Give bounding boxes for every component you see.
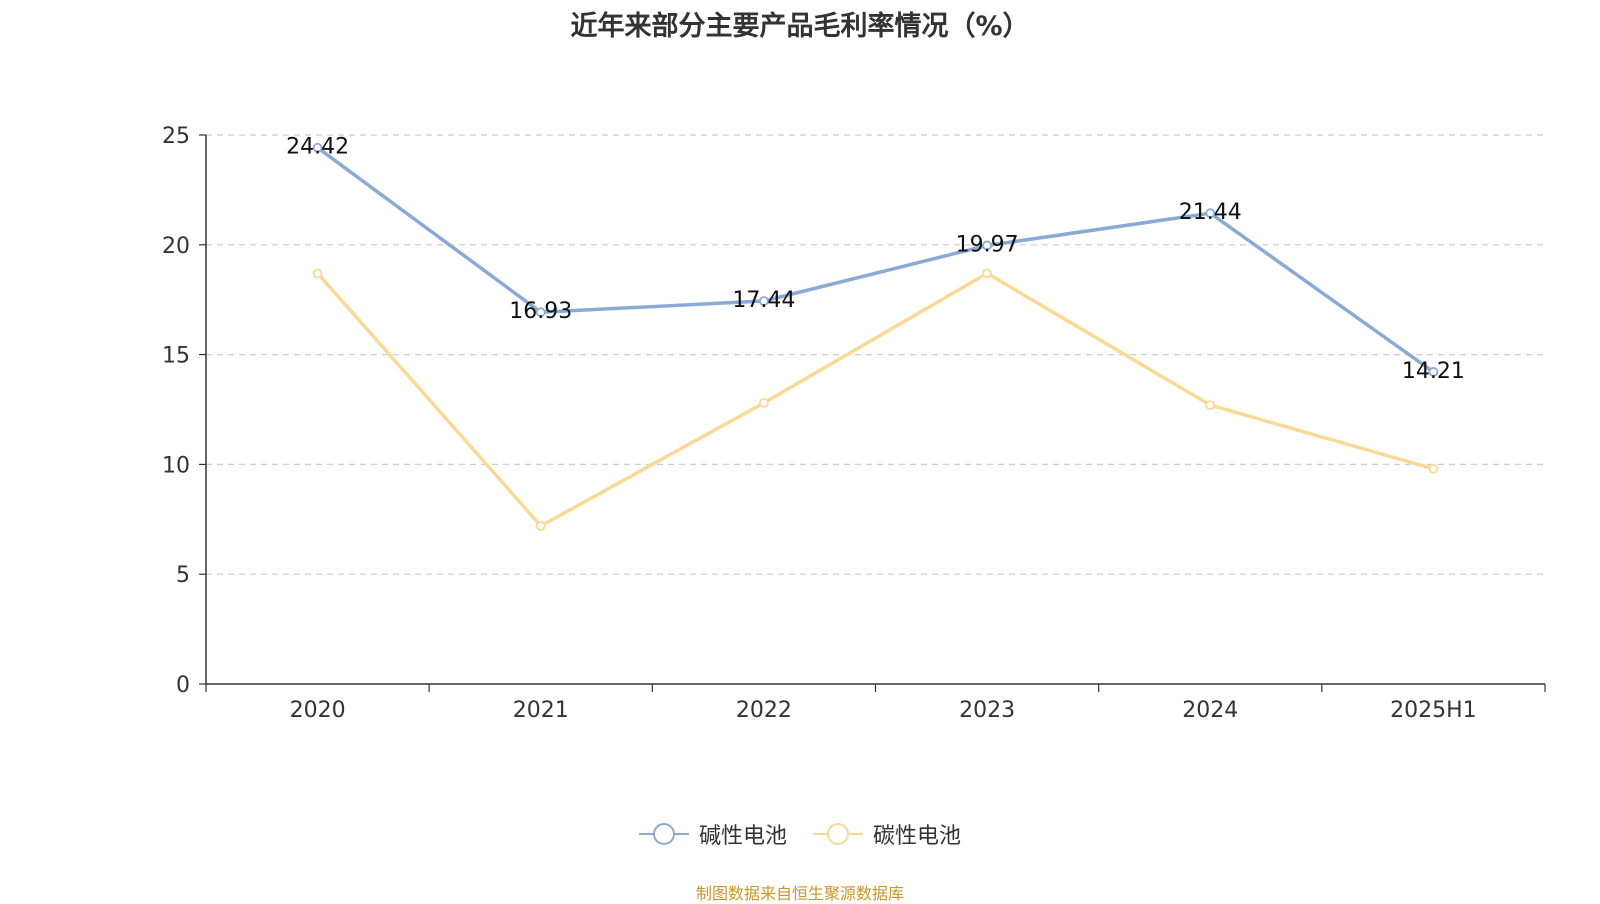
x-tick-label-0: 2020 xyxy=(290,698,346,723)
legend-item-0[interactable]: 碱性电池 xyxy=(638,818,787,850)
legend-label-0: 碱性电池 xyxy=(698,824,787,849)
x-axis-ticks: 2020 2021 2022 2023 2024 2025H1 xyxy=(205,684,1546,723)
series-0-point-4 xyxy=(1205,208,1216,219)
data-label-0-2: 17.44 xyxy=(732,288,795,313)
legend-item-1[interactable]: 碳性电池 xyxy=(813,818,961,850)
x-tick-label-3: 2023 xyxy=(959,698,1015,723)
y-tick-label-2: 10 xyxy=(162,453,190,478)
grid-lines xyxy=(206,134,1545,575)
series-1-point-4 xyxy=(1205,400,1216,411)
legend: 碱性电池 碳性电池 xyxy=(0,818,1600,850)
data-label-0-3: 19.97 xyxy=(956,232,1019,257)
data-label-0-5: 14.21 xyxy=(1402,359,1465,384)
y-tick-label-3: 15 xyxy=(162,344,190,369)
axes xyxy=(205,135,1545,685)
series-1-point-0 xyxy=(312,268,323,279)
legend-label-1: 碳性电池 xyxy=(873,824,962,849)
series-line-1 xyxy=(316,271,1434,528)
y-tick-label-5: 25 xyxy=(162,124,190,149)
series-group xyxy=(312,142,1439,531)
y-tick-label-0: 0 xyxy=(176,673,190,698)
series-1-point-3 xyxy=(982,268,992,279)
data-label-0-1: 16.93 xyxy=(509,299,572,324)
y-tick-label-4: 20 xyxy=(162,234,190,259)
legend-swatch-0 xyxy=(638,823,689,845)
data-labels: 24.42 16.93 17.44 19.97 21.44 14.21 xyxy=(286,135,1465,384)
series-0-point-2 xyxy=(759,296,769,306)
y-axis-ticks: 0 5 10 15 20 25 xyxy=(162,124,206,698)
data-label-0-0: 24.42 xyxy=(286,135,349,160)
x-tick-label-4: 2024 xyxy=(1182,698,1238,723)
y-tick-label-1: 5 xyxy=(176,563,190,588)
legend-swatch-1 xyxy=(813,823,863,845)
series-0-point-0 xyxy=(312,142,323,153)
x-tick-label-5: 2025H1 xyxy=(1390,698,1477,723)
x-tick-label-2: 2022 xyxy=(736,698,792,723)
series-0-point-1 xyxy=(535,307,546,318)
data-source-note: 制图数据来自恒生聚源数据库 xyxy=(695,884,904,903)
series-0-point-5 xyxy=(1428,367,1439,377)
series-1-point-2 xyxy=(759,398,769,408)
series-0-point-3 xyxy=(982,240,992,251)
data-label-0-4: 21.44 xyxy=(1179,200,1242,225)
chart-title: 近年来部分主要产品毛利率情况（%） xyxy=(570,11,1030,42)
x-tick-label-1: 2021 xyxy=(513,698,569,723)
series-1-point-1 xyxy=(535,520,546,531)
series-line-0 xyxy=(316,146,1435,374)
series-1-point-5 xyxy=(1428,463,1439,474)
